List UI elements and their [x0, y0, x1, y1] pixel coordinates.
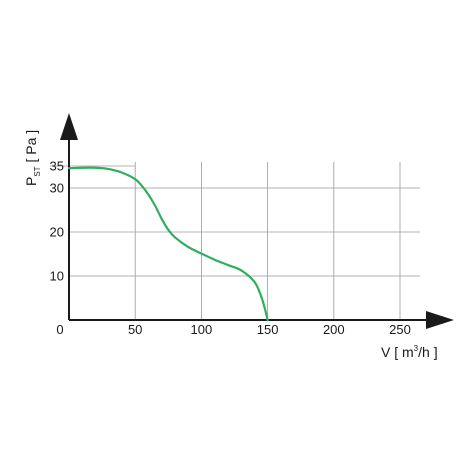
grid — [50, 162, 420, 320]
x-tick-label: 150 — [257, 322, 279, 337]
tick-labels: 10 20 30 35 0 50 100 150 200 250 — [50, 159, 411, 338]
x-tick-label: 200 — [323, 322, 345, 337]
x-axis-arrow — [426, 311, 454, 329]
x-tick-label: 250 — [389, 322, 411, 337]
y-tick-label: 20 — [50, 225, 64, 240]
x-tick-label: 100 — [191, 322, 213, 337]
x-axis-title: V [ m3/h ] — [381, 344, 438, 360]
y-tick-label: 35 — [50, 159, 64, 174]
y-tick-label: 10 — [50, 269, 64, 284]
y-axis-title: PST [ Pa ] — [23, 130, 42, 186]
series-layer — [67, 166, 269, 322]
y-tick-label: 30 — [50, 181, 64, 196]
x-tick-label: 50 — [128, 322, 142, 337]
axes — [60, 113, 454, 329]
series-line — [67, 166, 269, 322]
x-tick-label: 0 — [56, 322, 63, 337]
y-axis-arrow — [60, 113, 78, 140]
